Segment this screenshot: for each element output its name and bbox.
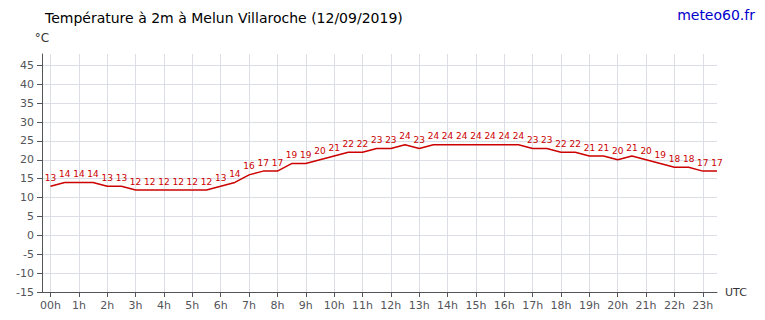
- svg-text:17: 17: [272, 158, 283, 168]
- svg-text:3h: 3h: [129, 299, 143, 312]
- svg-text:24: 24: [499, 131, 511, 141]
- svg-text:2h: 2h: [100, 299, 114, 312]
- svg-text:25: 25: [20, 134, 34, 147]
- svg-text:40: 40: [20, 78, 34, 91]
- svg-text:22: 22: [357, 139, 368, 149]
- svg-text:16: 16: [243, 161, 255, 171]
- svg-text:24: 24: [399, 131, 411, 141]
- svg-text:-15: -15: [16, 286, 34, 299]
- svg-text:20: 20: [640, 146, 652, 156]
- svg-text:24: 24: [442, 131, 454, 141]
- svg-text:10: 10: [20, 191, 34, 204]
- svg-text:°C: °C: [35, 31, 49, 45]
- svg-text:20h: 20h: [607, 299, 628, 312]
- svg-text:8h: 8h: [270, 299, 284, 312]
- svg-text:21h: 21h: [636, 299, 657, 312]
- svg-text:20: 20: [314, 146, 326, 156]
- svg-text:12: 12: [187, 177, 198, 187]
- svg-text:17: 17: [697, 158, 708, 168]
- svg-text:21: 21: [626, 143, 637, 153]
- svg-text:13: 13: [102, 173, 113, 183]
- svg-text:23: 23: [413, 135, 424, 145]
- svg-text:10h: 10h: [324, 299, 345, 312]
- svg-text:22: 22: [343, 139, 354, 149]
- svg-text:24: 24: [428, 131, 440, 141]
- svg-text:24: 24: [456, 131, 468, 141]
- svg-text:24: 24: [484, 131, 496, 141]
- svg-text:20: 20: [20, 153, 34, 166]
- svg-text:21: 21: [584, 143, 595, 153]
- svg-text:22: 22: [555, 139, 566, 149]
- svg-text:23: 23: [541, 135, 552, 145]
- svg-text:14: 14: [229, 169, 241, 179]
- svg-text:17: 17: [711, 158, 722, 168]
- svg-text:21: 21: [598, 143, 609, 153]
- svg-text:-5: -5: [23, 248, 34, 261]
- svg-text:21: 21: [328, 143, 339, 153]
- svg-text:13: 13: [45, 173, 56, 183]
- svg-text:24: 24: [513, 131, 525, 141]
- svg-text:24: 24: [470, 131, 482, 141]
- svg-text:12: 12: [130, 177, 141, 187]
- svg-text:13: 13: [215, 173, 226, 183]
- svg-text:14: 14: [73, 169, 85, 179]
- svg-text:15h: 15h: [465, 299, 486, 312]
- svg-text:12: 12: [158, 177, 169, 187]
- svg-text:18: 18: [683, 154, 695, 164]
- svg-text:12: 12: [172, 177, 183, 187]
- svg-text:23: 23: [527, 135, 538, 145]
- svg-text:22: 22: [569, 139, 580, 149]
- svg-text:-10: -10: [16, 267, 34, 280]
- svg-text:Température à 2m à Melun Villa: Température à 2m à Melun Villaroche (12/…: [44, 10, 403, 26]
- svg-text:18h: 18h: [551, 299, 572, 312]
- svg-text:12: 12: [144, 177, 155, 187]
- svg-text:meteo60.fr: meteo60.fr: [677, 7, 755, 23]
- svg-text:18: 18: [669, 154, 681, 164]
- svg-text:UTC: UTC: [725, 286, 747, 299]
- svg-text:45: 45: [20, 59, 34, 72]
- svg-text:30: 30: [20, 116, 34, 129]
- svg-text:17h: 17h: [522, 299, 543, 312]
- svg-text:5: 5: [27, 210, 34, 223]
- svg-text:15: 15: [20, 172, 34, 185]
- svg-text:12: 12: [201, 177, 212, 187]
- svg-text:14h: 14h: [437, 299, 458, 312]
- svg-text:17: 17: [257, 158, 268, 168]
- svg-text:9h: 9h: [299, 299, 313, 312]
- svg-text:16h: 16h: [494, 299, 515, 312]
- svg-text:23: 23: [371, 135, 382, 145]
- svg-text:1h: 1h: [72, 299, 86, 312]
- svg-text:6h: 6h: [214, 299, 228, 312]
- svg-text:35: 35: [20, 97, 34, 110]
- svg-text:14: 14: [87, 169, 99, 179]
- svg-text:4h: 4h: [157, 299, 171, 312]
- svg-text:14: 14: [59, 169, 71, 179]
- svg-text:19: 19: [655, 150, 667, 160]
- svg-text:23h: 23h: [692, 299, 713, 312]
- svg-text:7h: 7h: [242, 299, 256, 312]
- svg-text:19: 19: [300, 150, 312, 160]
- svg-text:22h: 22h: [664, 299, 685, 312]
- svg-text:0: 0: [27, 229, 34, 242]
- svg-text:5h: 5h: [185, 299, 199, 312]
- svg-text:20: 20: [612, 146, 624, 156]
- svg-text:00h: 00h: [40, 299, 61, 312]
- svg-text:12h: 12h: [380, 299, 401, 312]
- svg-text:13h: 13h: [409, 299, 430, 312]
- svg-text:19: 19: [286, 150, 298, 160]
- svg-text:11h: 11h: [352, 299, 373, 312]
- svg-text:19h: 19h: [579, 299, 600, 312]
- svg-text:23: 23: [385, 135, 396, 145]
- svg-text:13: 13: [116, 173, 127, 183]
